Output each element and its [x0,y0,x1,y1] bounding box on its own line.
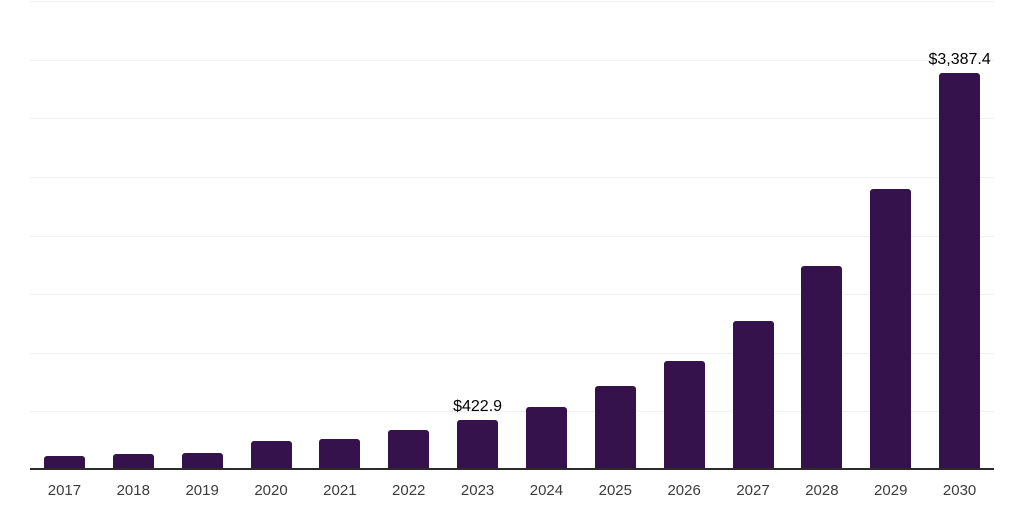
gridline-3500 [30,59,994,61]
bar-2029 [870,188,912,470]
bar-2019 [181,452,223,470]
x-tick-label-2024: 2024 [529,482,564,499]
plot-area: $422.9 $3,387.4 [30,1,994,470]
gridline-1500 [30,294,994,296]
x-axis-labels: 2017 2018 2019 2020 2021 2022 2023 2024 2025 2026… [30,483,994,498]
bar-2017 [43,455,85,470]
bar-slot-2029 [856,1,925,470]
bar-slot-2022 [374,1,443,470]
x-tick-label-2017: 2017 [47,482,82,499]
bar-slot-2018 [99,1,168,470]
gridline-3000 [30,118,994,120]
bars-row: $422.9 $3,387.4 [30,1,994,470]
bar-slot-2021 [305,1,374,470]
gridline-2500 [30,176,994,178]
bar-2018 [112,454,154,470]
bar-2020 [250,440,292,470]
x-tick-label-2019: 2019 [185,482,219,499]
bar-2025 [594,385,636,470]
x-tick-label-2027: 2027 [736,482,770,499]
x-tick-label-2030: 2030 [942,482,977,499]
x-axis-line [30,468,994,470]
bar-slot-2026 [650,1,719,470]
bar-2022 [388,430,430,470]
x-tick-label-2026: 2026 [667,482,701,499]
bar-2024 [525,406,567,470]
gridline-4000 [30,1,994,2]
bar-2023 [457,420,499,470]
bar-2030 [939,72,981,470]
x-tick-label-2021: 2021 [323,482,357,499]
value-label-2030: $3,387.4 [928,50,991,68]
bar-2021 [319,439,361,470]
bar-slot-2027 [719,1,788,470]
x-tick-label-2020: 2020 [254,482,288,499]
x-tick-label-2022: 2022 [392,482,426,499]
bar-slot-2019 [168,1,237,470]
bar-slot-2025 [581,1,650,470]
gridline-2000 [30,235,994,237]
bar-slot-2024 [512,1,581,470]
value-label-2023: $422.9 [453,398,503,416]
bar-slot-2030: $3,387.4 [925,1,994,470]
x-tick-label-2023: 2023 [460,482,495,499]
bar-2027 [732,321,774,470]
x-tick-label-2028: 2028 [805,482,839,499]
x-tick-label-2025: 2025 [598,482,632,499]
bar-2026 [663,360,705,470]
bar-2028 [801,266,843,470]
bar-slot-2028 [787,1,856,470]
x-tick-label-2018: 2018 [116,482,150,499]
gridline-1000 [30,352,994,354]
bar-slot-2020 [237,1,306,470]
bar-slot-2017 [30,1,99,470]
bar-slot-2023: $422.9 [443,1,512,470]
x-tick-label-2029: 2029 [874,482,908,499]
gridline-500 [30,411,994,413]
